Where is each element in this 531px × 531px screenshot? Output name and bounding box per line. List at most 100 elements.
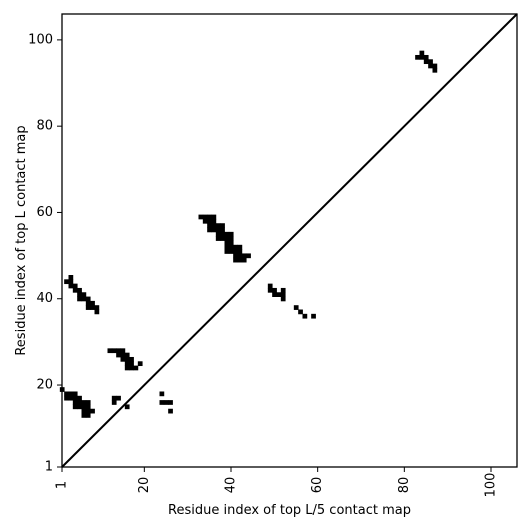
contact-point-top-l [215,236,221,241]
contact-point-top-l [207,223,212,228]
contact-point-top-l5 [81,408,87,414]
contact-point-top-l [198,214,204,220]
y-axis-ticks: 1 20 40 60 80 100 [28,32,62,475]
contact-point-top-l [129,356,134,362]
contact-point-top-l [64,279,69,285]
contact-point-top-l [415,54,420,60]
contact-point-top-l [207,227,212,233]
contact-point-top-l [237,257,243,263]
contact-point-top-l [211,218,217,224]
contact-point-top-l [85,296,91,302]
contact-point-top-l [224,240,230,246]
contact-point-top-l5 [168,408,173,414]
contact-point-top-l5 [168,400,173,405]
contact-point-top-l5 [81,404,87,410]
contact-point-top-l [280,292,286,297]
contact-point-top-l [202,218,208,224]
contact-point-top-l [90,300,95,306]
contact-point-top-l [276,292,282,297]
contact-point-top-l [224,244,230,250]
contact-point-top-l [267,287,273,293]
contact-point-top-l5 [85,413,91,418]
contact-point-top-l [124,365,130,371]
contact-point-top-l [228,249,234,254]
contact-point-top-l [428,59,433,65]
contact-point-top-l [116,348,121,354]
contact-point-top-l [220,223,225,228]
contact-point-top-l [124,361,130,367]
contact-point-top-l [423,54,429,60]
y-tick-label: 100 [28,32,53,47]
contact-point-top-l5 [72,391,78,397]
contact-point-top-l [85,305,91,310]
contact-point-top-l [81,292,87,297]
contact-point-top-l [94,309,100,315]
contact-point-top-l [202,214,208,220]
x-tick-label: 1 [55,481,70,489]
x-tick-label: 100 [484,473,499,498]
contact-point-top-l [280,296,286,302]
contact-point-top-l [228,231,234,237]
x-tick-label: 40 [224,477,239,494]
contact-point-top-l [111,348,117,354]
contact-point-top-l [207,218,212,224]
contact-point-top-l5 [72,400,78,405]
contact-point-top-l [124,352,130,358]
contact-point-top-l5 [81,400,87,405]
contact-point-top-l [233,244,238,250]
contact-point-top-l [90,305,95,310]
x-tick-label: 20 [137,477,152,494]
contact-point-top-l [129,361,134,367]
contact-point-top-l [228,244,234,250]
contact-point-top-l [432,67,438,73]
contact-point-top-l5 [81,413,87,418]
contact-point-top-l5 [159,400,165,405]
contact-point-top-l5 [163,400,169,405]
contact-point-top-l [293,305,299,310]
contact-point-top-l [302,313,308,319]
contact-point-top-l5 [159,391,165,397]
contact-point-top-l [233,257,238,263]
contact-point-top-l [224,249,230,254]
contact-point-top-l5 [72,395,78,401]
x-tick-label: 80 [397,477,412,494]
contact-point-top-l [233,249,238,254]
contact-point-top-l [77,287,82,293]
contact-point-top-l [68,279,74,285]
contact-point-top-l [224,231,230,237]
contact-point-top-l [272,292,277,297]
contact-point-top-l [120,356,126,362]
contact-point-top-l [68,283,74,289]
y-axis-label: Residue index of top L contact map [14,125,29,355]
contact-point-top-l [419,54,425,60]
contact-point-top-l [215,231,221,237]
contact-point-top-l [77,292,82,297]
contact-point-top-l5 [111,400,117,405]
contact-point-top-l [211,227,217,233]
contact-point-top-l [72,287,78,293]
contact-point-top-l [133,365,139,371]
contact-point-top-l [207,214,212,220]
contact-point-top-l [246,253,251,259]
x-tick-label: 60 [310,477,325,494]
contact-point-top-l [220,227,225,233]
contact-point-top-l [228,236,234,241]
y-tick-label: 40 [36,291,53,306]
contact-point-top-l [237,249,243,254]
contact-point-top-l [124,356,130,362]
contact-point-top-l [215,223,221,228]
contact-point-top-l [233,253,238,259]
contact-point-top-l [228,240,234,246]
contact-point-top-l [120,348,126,354]
contact-point-top-l [428,63,433,69]
contact-point-top-l [68,275,74,280]
contact-point-top-l [423,59,429,65]
contact-point-top-l5 [85,408,91,414]
contact-point-top-l5 [77,404,82,410]
contact-point-top-l5 [72,404,78,410]
contact-point-top-l [116,352,121,358]
y-tick-label: 80 [36,119,53,134]
contact-point-top-l [241,253,247,259]
contact-point-top-l [72,283,78,289]
contact-point-top-l5 [124,404,130,410]
